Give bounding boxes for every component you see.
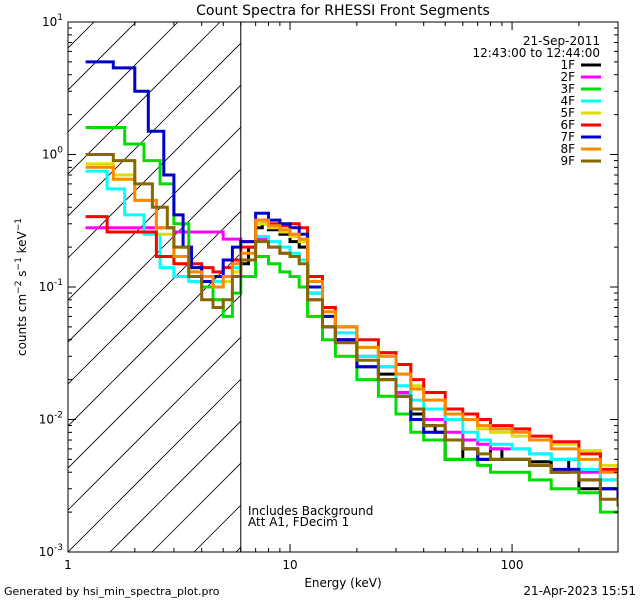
series-line-8F bbox=[85, 165, 618, 486]
legend-label-6F: 6F bbox=[560, 118, 575, 132]
legend-label-2F: 2F bbox=[560, 70, 575, 84]
hatch-line bbox=[68, 84, 241, 259]
hatch-line bbox=[68, 42, 241, 217]
annotation-attenuator: Att A1, FDecim 1 bbox=[248, 515, 349, 529]
footer-timestamp: 21-Apr-2023 15:51 bbox=[523, 584, 636, 598]
x-tick-label: 100 bbox=[501, 558, 524, 572]
x-axis-label: Energy (keV) bbox=[304, 576, 381, 590]
y-tick-label: 10-1 bbox=[39, 278, 63, 294]
y-tick-label: 10-3 bbox=[39, 543, 63, 559]
legend-label-5F: 5F bbox=[560, 106, 575, 120]
date-label: 21-Sep-2011 bbox=[523, 34, 600, 48]
plot-frame bbox=[67, 21, 619, 553]
series-line-1F bbox=[240, 222, 618, 495]
hatch-line bbox=[68, 126, 241, 301]
y-axis-label: counts cm−2 s−1 keV−1 bbox=[14, 218, 29, 356]
legend-label-8F: 8F bbox=[560, 142, 575, 156]
series-lines bbox=[85, 60, 618, 514]
legend-label-7F: 7F bbox=[560, 130, 575, 144]
hatch-line bbox=[68, 378, 241, 552]
hatch-line bbox=[68, 22, 221, 175]
y-tick-label: 10-2 bbox=[39, 411, 63, 427]
axes: 1 10 100 10-3 10-2 10-1 100 101 bbox=[39, 13, 619, 572]
legend-label-9F: 9F bbox=[560, 154, 575, 168]
hatch-line bbox=[68, 22, 179, 133]
x-tick-label: 1 bbox=[64, 558, 72, 572]
annotation-background: Includes Background bbox=[248, 504, 373, 518]
series-line-9F bbox=[85, 153, 618, 507]
x-tick-label: 10 bbox=[282, 558, 297, 572]
chart-title: Count Spectra for RHESSI Front Segments bbox=[196, 3, 490, 19]
series-line-7F bbox=[85, 60, 618, 500]
legend-label-4F: 4F bbox=[560, 94, 575, 108]
y-tick-label: 101 bbox=[42, 13, 63, 29]
legend-label-1F: 1F bbox=[560, 58, 575, 72]
hatch-line bbox=[68, 294, 241, 469]
hatch-line bbox=[68, 210, 241, 385]
series-line-5F bbox=[85, 162, 618, 480]
y-tick-label: 100 bbox=[42, 146, 63, 162]
hatch-line bbox=[68, 336, 241, 511]
legend-label-3F: 3F bbox=[560, 82, 575, 96]
time-range-label: 12:43:00 to 12:44:00 bbox=[473, 46, 600, 60]
hatch-line bbox=[109, 420, 241, 552]
hatch-line bbox=[68, 168, 241, 343]
series-line-6F bbox=[85, 215, 618, 486]
generated-by-label: Generated by hsi_min_spectra_plot.pro bbox=[4, 585, 220, 598]
